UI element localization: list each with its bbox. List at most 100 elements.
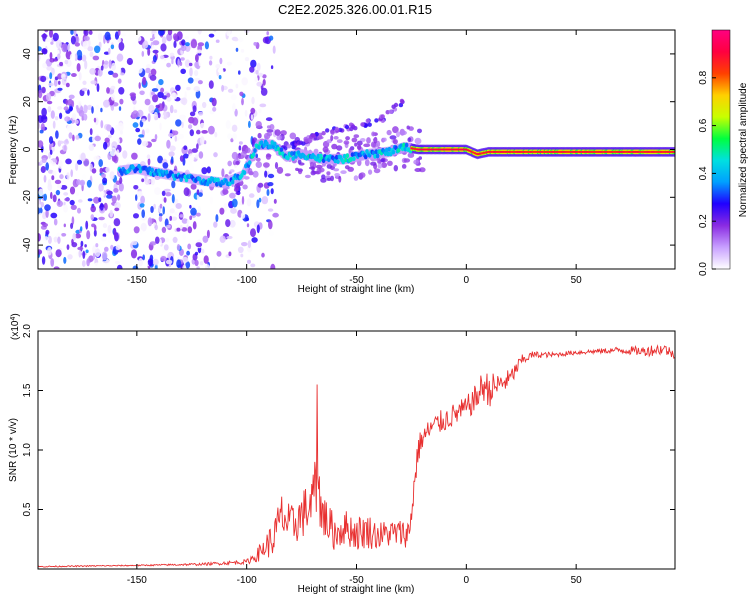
noise-blob (49, 30, 53, 38)
noise-blob (120, 32, 127, 37)
ridge-core (619, 150, 622, 153)
noise-blob (250, 178, 254, 183)
noise-blob (147, 158, 151, 166)
noise-blob (168, 151, 175, 157)
noise-blob (173, 109, 178, 113)
snr-ytick-label: 0.5 (22, 502, 33, 516)
noise-blob (160, 255, 167, 262)
ridge-core (489, 150, 492, 153)
noise-blob (41, 33, 48, 39)
ridge-blob (403, 146, 408, 152)
ridge-core (535, 150, 538, 153)
spectrogram-y-label: Frequency (Hz) (8, 116, 19, 185)
noise-blob (118, 106, 122, 111)
noise-blob (274, 129, 281, 136)
ridge-core (566, 150, 569, 153)
noise-blob (225, 219, 231, 228)
noise-blob (146, 154, 151, 159)
noise-blob (144, 205, 147, 209)
ridge-core (584, 150, 587, 153)
noise-blob (331, 143, 338, 150)
ridge-core (431, 148, 434, 151)
noise-blob (170, 156, 174, 164)
ridge-core (450, 148, 453, 151)
ridge-blob (374, 149, 379, 155)
noise-blob (209, 196, 213, 205)
noise-blob (52, 32, 59, 42)
noise-blob (264, 170, 268, 178)
branch-blob (391, 104, 396, 109)
noise-blob (245, 147, 251, 154)
noise-blob (190, 207, 197, 216)
noise-blob (195, 154, 199, 159)
noise-blob (46, 100, 53, 105)
ridge-core (610, 150, 613, 153)
ridge-core (428, 148, 431, 151)
noise-blob (85, 249, 89, 254)
noise-blob (171, 194, 175, 204)
colorbar-tick-label: 0.0 (698, 262, 709, 276)
noise-blob (114, 207, 120, 212)
noise-blob (189, 111, 196, 117)
ridge-blob (349, 156, 354, 162)
noise-blob (239, 91, 244, 97)
ridge-core (426, 148, 429, 151)
noise-blob (273, 198, 277, 204)
noise-blob (190, 183, 197, 190)
ridge-core (445, 148, 448, 151)
noise-blob (246, 198, 252, 207)
noise-blob (83, 158, 90, 167)
noise-blob (195, 242, 203, 248)
noise-blob (100, 65, 104, 71)
noise-blob (227, 133, 233, 140)
noise-blob (160, 43, 167, 52)
noise-blob (198, 104, 203, 111)
noise-blob (179, 114, 186, 119)
ridge-core (652, 150, 656, 153)
noise-blob (59, 112, 63, 120)
noise-blob (165, 237, 170, 243)
noise-blob (53, 218, 58, 226)
ridge-core (443, 148, 446, 151)
ridge-core (510, 150, 513, 153)
ridge-core (559, 150, 562, 153)
noise-blob (103, 99, 110, 108)
noise-blob (92, 252, 96, 260)
noise-blob (345, 136, 350, 141)
ridge-core (663, 150, 666, 153)
ridge-core (635, 150, 638, 153)
noise-blob (159, 122, 162, 131)
noise-blob (82, 80, 87, 86)
noise-blob (234, 108, 238, 117)
noise-blob (152, 49, 159, 54)
noise-blob (154, 224, 158, 231)
noise-blob (253, 42, 258, 46)
noise-blob (174, 135, 177, 142)
noise-blob (100, 236, 107, 242)
noise-blob (47, 106, 52, 113)
noise-blob (57, 184, 63, 189)
noise-blob (64, 197, 70, 202)
noise-blob (153, 111, 158, 121)
noise-blob (247, 259, 251, 264)
noise-blob (40, 123, 45, 132)
branch-blob (344, 124, 350, 130)
ridge-blob (150, 167, 154, 173)
noise-blob (78, 249, 82, 258)
ridge-core (466, 149, 469, 152)
noise-blob (370, 161, 377, 166)
branch-blob (291, 145, 296, 150)
branch-blob (286, 144, 292, 149)
noise-blob (222, 189, 229, 195)
noise-blob (133, 226, 140, 234)
noise-blob (87, 198, 93, 202)
noise-blob (52, 58, 59, 62)
noise-blob (89, 51, 94, 58)
noise-blob (93, 196, 100, 204)
noise-blob (198, 192, 203, 197)
branch-blob (311, 133, 316, 138)
noise-blob (213, 258, 218, 267)
noise-blob (147, 113, 151, 122)
noise-blob (68, 94, 75, 100)
noise-blob (181, 97, 188, 106)
